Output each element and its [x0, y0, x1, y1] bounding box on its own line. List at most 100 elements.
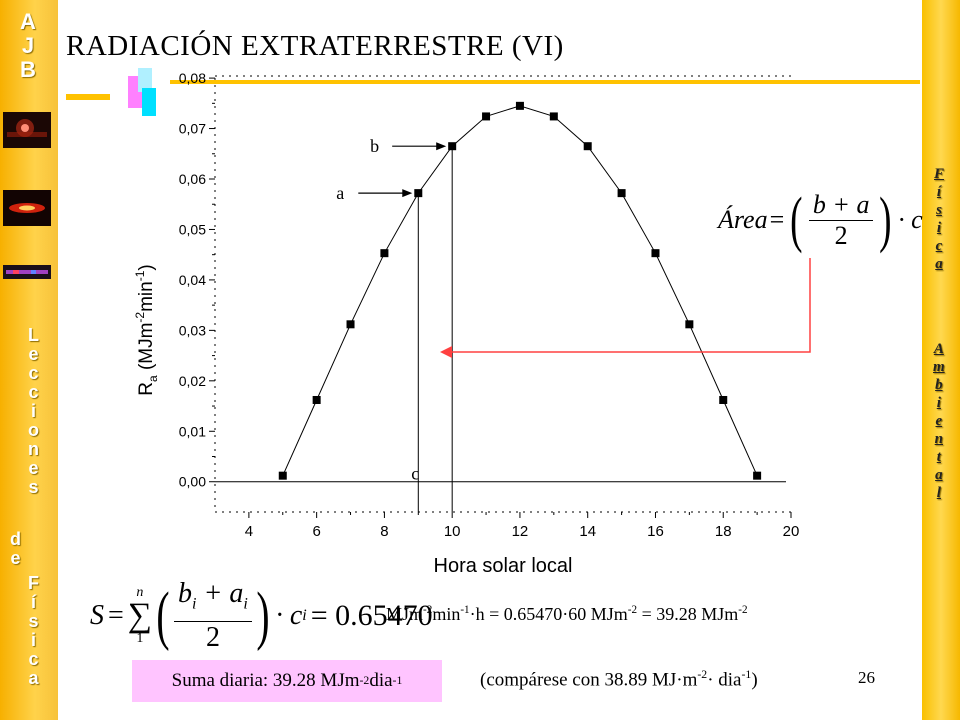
annotation-arrowhead-a	[402, 189, 413, 198]
vertical-letter: A	[933, 341, 944, 357]
x-tick-label: 8	[380, 523, 388, 540]
ambiental-vertical-right[interactable]: A m b i e n t a l	[933, 340, 945, 502]
sum-num-b: b	[178, 578, 193, 610]
comparese-text2: · dia	[707, 669, 742, 691]
vertical-letter: e	[935, 413, 943, 429]
units-u4-exp: -2	[738, 604, 748, 616]
lab-photo-1-image	[3, 112, 51, 148]
units-u3-exp: -2	[627, 604, 638, 616]
suma-text: Suma diaria: 39.28 MJm	[171, 670, 360, 691]
sum-denominator: 2	[205, 621, 220, 653]
annotation-arrowhead-b	[436, 142, 447, 151]
area-paren-close: )	[879, 186, 892, 254]
vertical-letter: a	[935, 256, 943, 272]
data-point	[719, 395, 728, 404]
vertical-letter: c	[28, 649, 39, 669]
x-tick-label: 18	[715, 523, 732, 540]
y-label-exp2: -1	[133, 270, 147, 281]
vertical-letter: s	[936, 202, 942, 218]
suma-exp2: -1	[392, 674, 403, 687]
vertical-letter: í	[936, 184, 942, 200]
title-decoration	[66, 68, 920, 116]
data-point	[448, 142, 457, 151]
area-denominator: 2	[834, 220, 848, 250]
annotation-label-c: c	[411, 464, 419, 484]
y-tick-label: 0,01	[179, 423, 206, 439]
y-axis-label: Ra (MJm-2min-1)	[133, 264, 160, 395]
units-u1-exp: -2	[423, 604, 433, 616]
vertical-letter: a	[935, 467, 943, 483]
units-u3: ·h = 0.65470·60 MJm	[469, 604, 628, 624]
y-tick-label: 0,02	[179, 373, 206, 389]
sum-paren-close: )	[256, 579, 270, 652]
annotation-label-b: b	[370, 136, 379, 156]
left-sidebar: A J B L e c c i o n e s	[0, 0, 58, 720]
y-tick-label: 0,08	[179, 70, 206, 86]
vertical-letter: a	[28, 668, 39, 688]
sum-result: = 0.65470	[310, 599, 433, 632]
area-fraction: b + a 2	[808, 190, 874, 251]
deco-cyan-block	[142, 88, 156, 116]
data-point	[515, 101, 524, 110]
fisica-vertical-right[interactable]: F í s i c a	[934, 165, 944, 273]
area-rhs: · c	[898, 205, 923, 234]
data-point	[380, 249, 389, 258]
vertical-letter: l	[936, 485, 941, 501]
sum-num-sub2: i	[243, 595, 248, 613]
sum-mult-sub: i	[302, 607, 307, 624]
vertical-letter: e	[28, 344, 39, 364]
vertical-letter: i	[30, 630, 36, 650]
vertical-letter: b	[935, 377, 943, 393]
lab-photo-2	[3, 190, 51, 226]
units-u1: MJm	[386, 604, 424, 624]
sum-num-plus: + a	[196, 578, 244, 610]
vertical-letter: F	[28, 573, 39, 593]
lab-photo-1	[3, 112, 51, 148]
sum-mult: · c	[275, 600, 303, 631]
deco-lightcyan-block	[138, 68, 152, 92]
red-arrow-line	[448, 258, 811, 353]
x-tick-label: 14	[579, 523, 596, 540]
vertical-letter: t	[936, 449, 941, 465]
vertical-letter: c	[28, 382, 39, 402]
units-u4: = 39.28 MJm	[637, 604, 739, 624]
x-axis-label: Hora solar local	[434, 555, 573, 577]
y-tick-label: 0,03	[179, 322, 206, 338]
logo-letter: J	[21, 33, 35, 58]
red-arrow-head	[440, 346, 452, 358]
y-label-unit-open: (MJm	[136, 323, 157, 376]
x-tick-label: 12	[512, 523, 529, 540]
vertical-letter: F	[934, 166, 945, 182]
vertical-letter: c	[28, 363, 39, 383]
vertical-letter: L	[28, 325, 39, 345]
x-tick-label: 20	[783, 523, 800, 540]
fisica-vertical-left: F í s i c a	[28, 574, 39, 688]
vertical-letter: e	[28, 458, 39, 478]
y-tick-label: 0,00	[179, 474, 206, 490]
spectrum-strip-image	[3, 265, 51, 279]
comparese-close: )	[751, 669, 758, 691]
y-tick-label: 0,05	[179, 221, 206, 237]
y-label-exp1: -2	[133, 312, 147, 323]
vertical-letter: i	[30, 401, 36, 421]
x-tick-label: 16	[647, 523, 664, 540]
suma-text2: dia	[369, 670, 393, 691]
x-tick-label: 10	[444, 523, 461, 540]
slide-number: 26	[858, 668, 875, 687]
comparese-exp2: -1	[741, 668, 752, 681]
sum-fraction: bi + ai 2	[174, 578, 252, 654]
data-point	[312, 395, 321, 404]
data-point	[753, 471, 762, 480]
data-point	[617, 189, 626, 198]
units-u2: min	[432, 604, 461, 624]
lab-photo-2-image	[3, 190, 51, 226]
y-tick-label: 0,07	[179, 121, 206, 137]
vertical-letter: i	[936, 220, 942, 236]
area-lhs: Área	[718, 205, 768, 234]
comparese-text: (compárese con 38.89 MJ·m	[480, 669, 698, 691]
y-label-unit-mid: min	[136, 281, 157, 312]
suma-exp1: -2	[359, 674, 370, 687]
sum-num-sub1: i	[192, 595, 197, 613]
vertical-letter: s	[28, 611, 39, 631]
sum-symbol: ∑	[127, 597, 153, 634]
